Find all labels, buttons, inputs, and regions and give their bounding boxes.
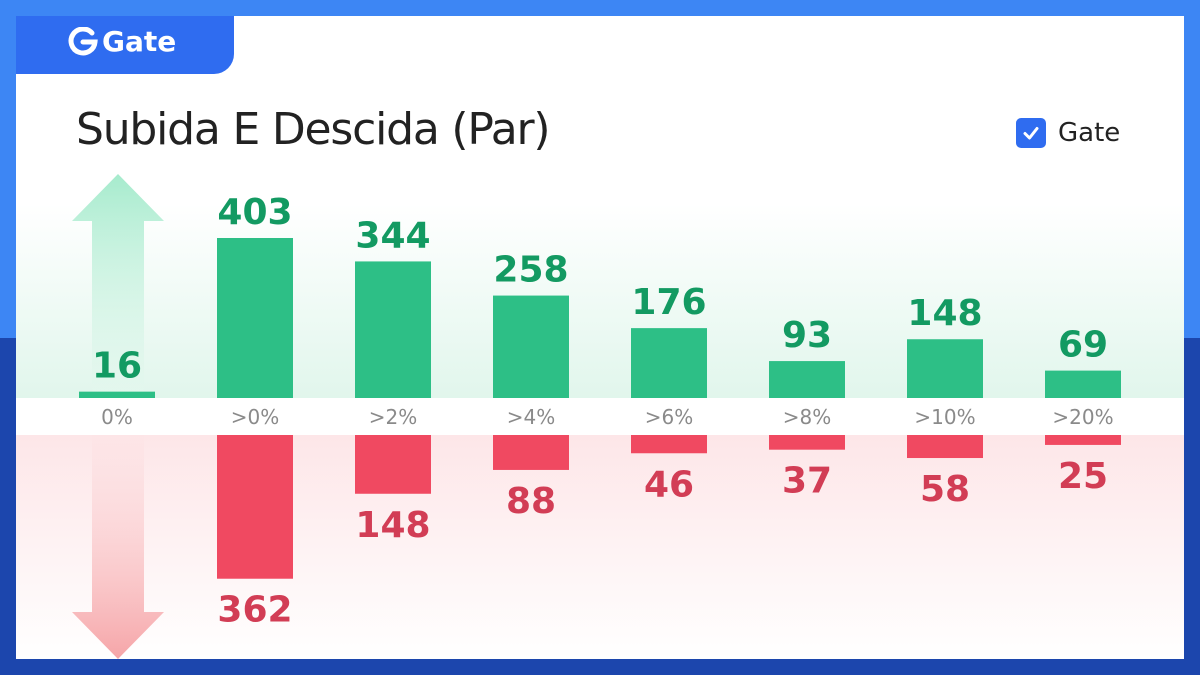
brand-logo: Gate bbox=[68, 25, 176, 58]
tick-label: 0% bbox=[101, 405, 133, 429]
bar-down bbox=[1045, 435, 1121, 445]
bar-down bbox=[631, 435, 707, 454]
tick-label: >10% bbox=[914, 405, 975, 429]
tick-label: >2% bbox=[369, 405, 418, 429]
bar-up bbox=[769, 361, 845, 398]
brand-tab: Gate bbox=[16, 16, 234, 74]
bar-up bbox=[1045, 370, 1121, 398]
tick-label: >8% bbox=[783, 405, 832, 429]
checkbox-checked-icon[interactable] bbox=[1016, 118, 1046, 148]
bar-down bbox=[217, 435, 293, 579]
tick-label: >0% bbox=[231, 405, 280, 429]
bar-up bbox=[217, 238, 293, 398]
bar-up bbox=[355, 261, 431, 398]
data-label-down: 25 bbox=[1058, 456, 1108, 497]
data-label-up: 69 bbox=[1058, 325, 1108, 366]
bar-chart: 0% 16 >0% 403 362 >2% 344 148 >4% 258 88 >6% 176 46 >8… bbox=[16, 174, 1184, 659]
legend-label: Gate bbox=[1058, 118, 1121, 148]
bar-up bbox=[493, 295, 569, 398]
data-label-down: 58 bbox=[920, 469, 970, 510]
data-label-down: 37 bbox=[782, 461, 832, 502]
bar-up bbox=[631, 328, 707, 398]
data-label-up: 148 bbox=[907, 293, 982, 334]
data-label-up: 403 bbox=[217, 192, 292, 233]
data-label-down: 362 bbox=[217, 590, 292, 631]
legend[interactable]: Gate bbox=[1016, 118, 1120, 148]
data-label-up: 93 bbox=[782, 315, 832, 356]
data-label-up: 258 bbox=[493, 250, 568, 291]
data-label-up: 176 bbox=[631, 282, 706, 323]
chart-card: Gate Subida E Descida (Par) Gate bbox=[16, 16, 1184, 659]
brand-name: Gate bbox=[102, 25, 177, 58]
data-label-down: 88 bbox=[506, 481, 556, 522]
bar-up bbox=[907, 339, 983, 398]
down-arrow-icon bbox=[72, 435, 164, 659]
up-arrow-icon bbox=[72, 174, 164, 398]
bar-down bbox=[907, 435, 983, 459]
gate-logo-icon bbox=[68, 26, 98, 55]
bar-down bbox=[493, 435, 569, 470]
bar-up bbox=[79, 391, 155, 398]
positive-zone bbox=[16, 204, 1184, 398]
tick-label: >4% bbox=[507, 405, 556, 429]
data-label-down: 148 bbox=[355, 505, 430, 546]
chart-title: Subida E Descida (Par) bbox=[76, 104, 551, 155]
data-label-down: 46 bbox=[644, 464, 694, 505]
tick-label: >6% bbox=[645, 405, 694, 429]
bar-down bbox=[355, 435, 431, 494]
bar-down bbox=[769, 435, 845, 450]
tick-label: >20% bbox=[1052, 405, 1113, 429]
data-label-up: 16 bbox=[92, 346, 142, 387]
data-label-up: 344 bbox=[355, 215, 430, 256]
negative-zone bbox=[16, 435, 1184, 659]
